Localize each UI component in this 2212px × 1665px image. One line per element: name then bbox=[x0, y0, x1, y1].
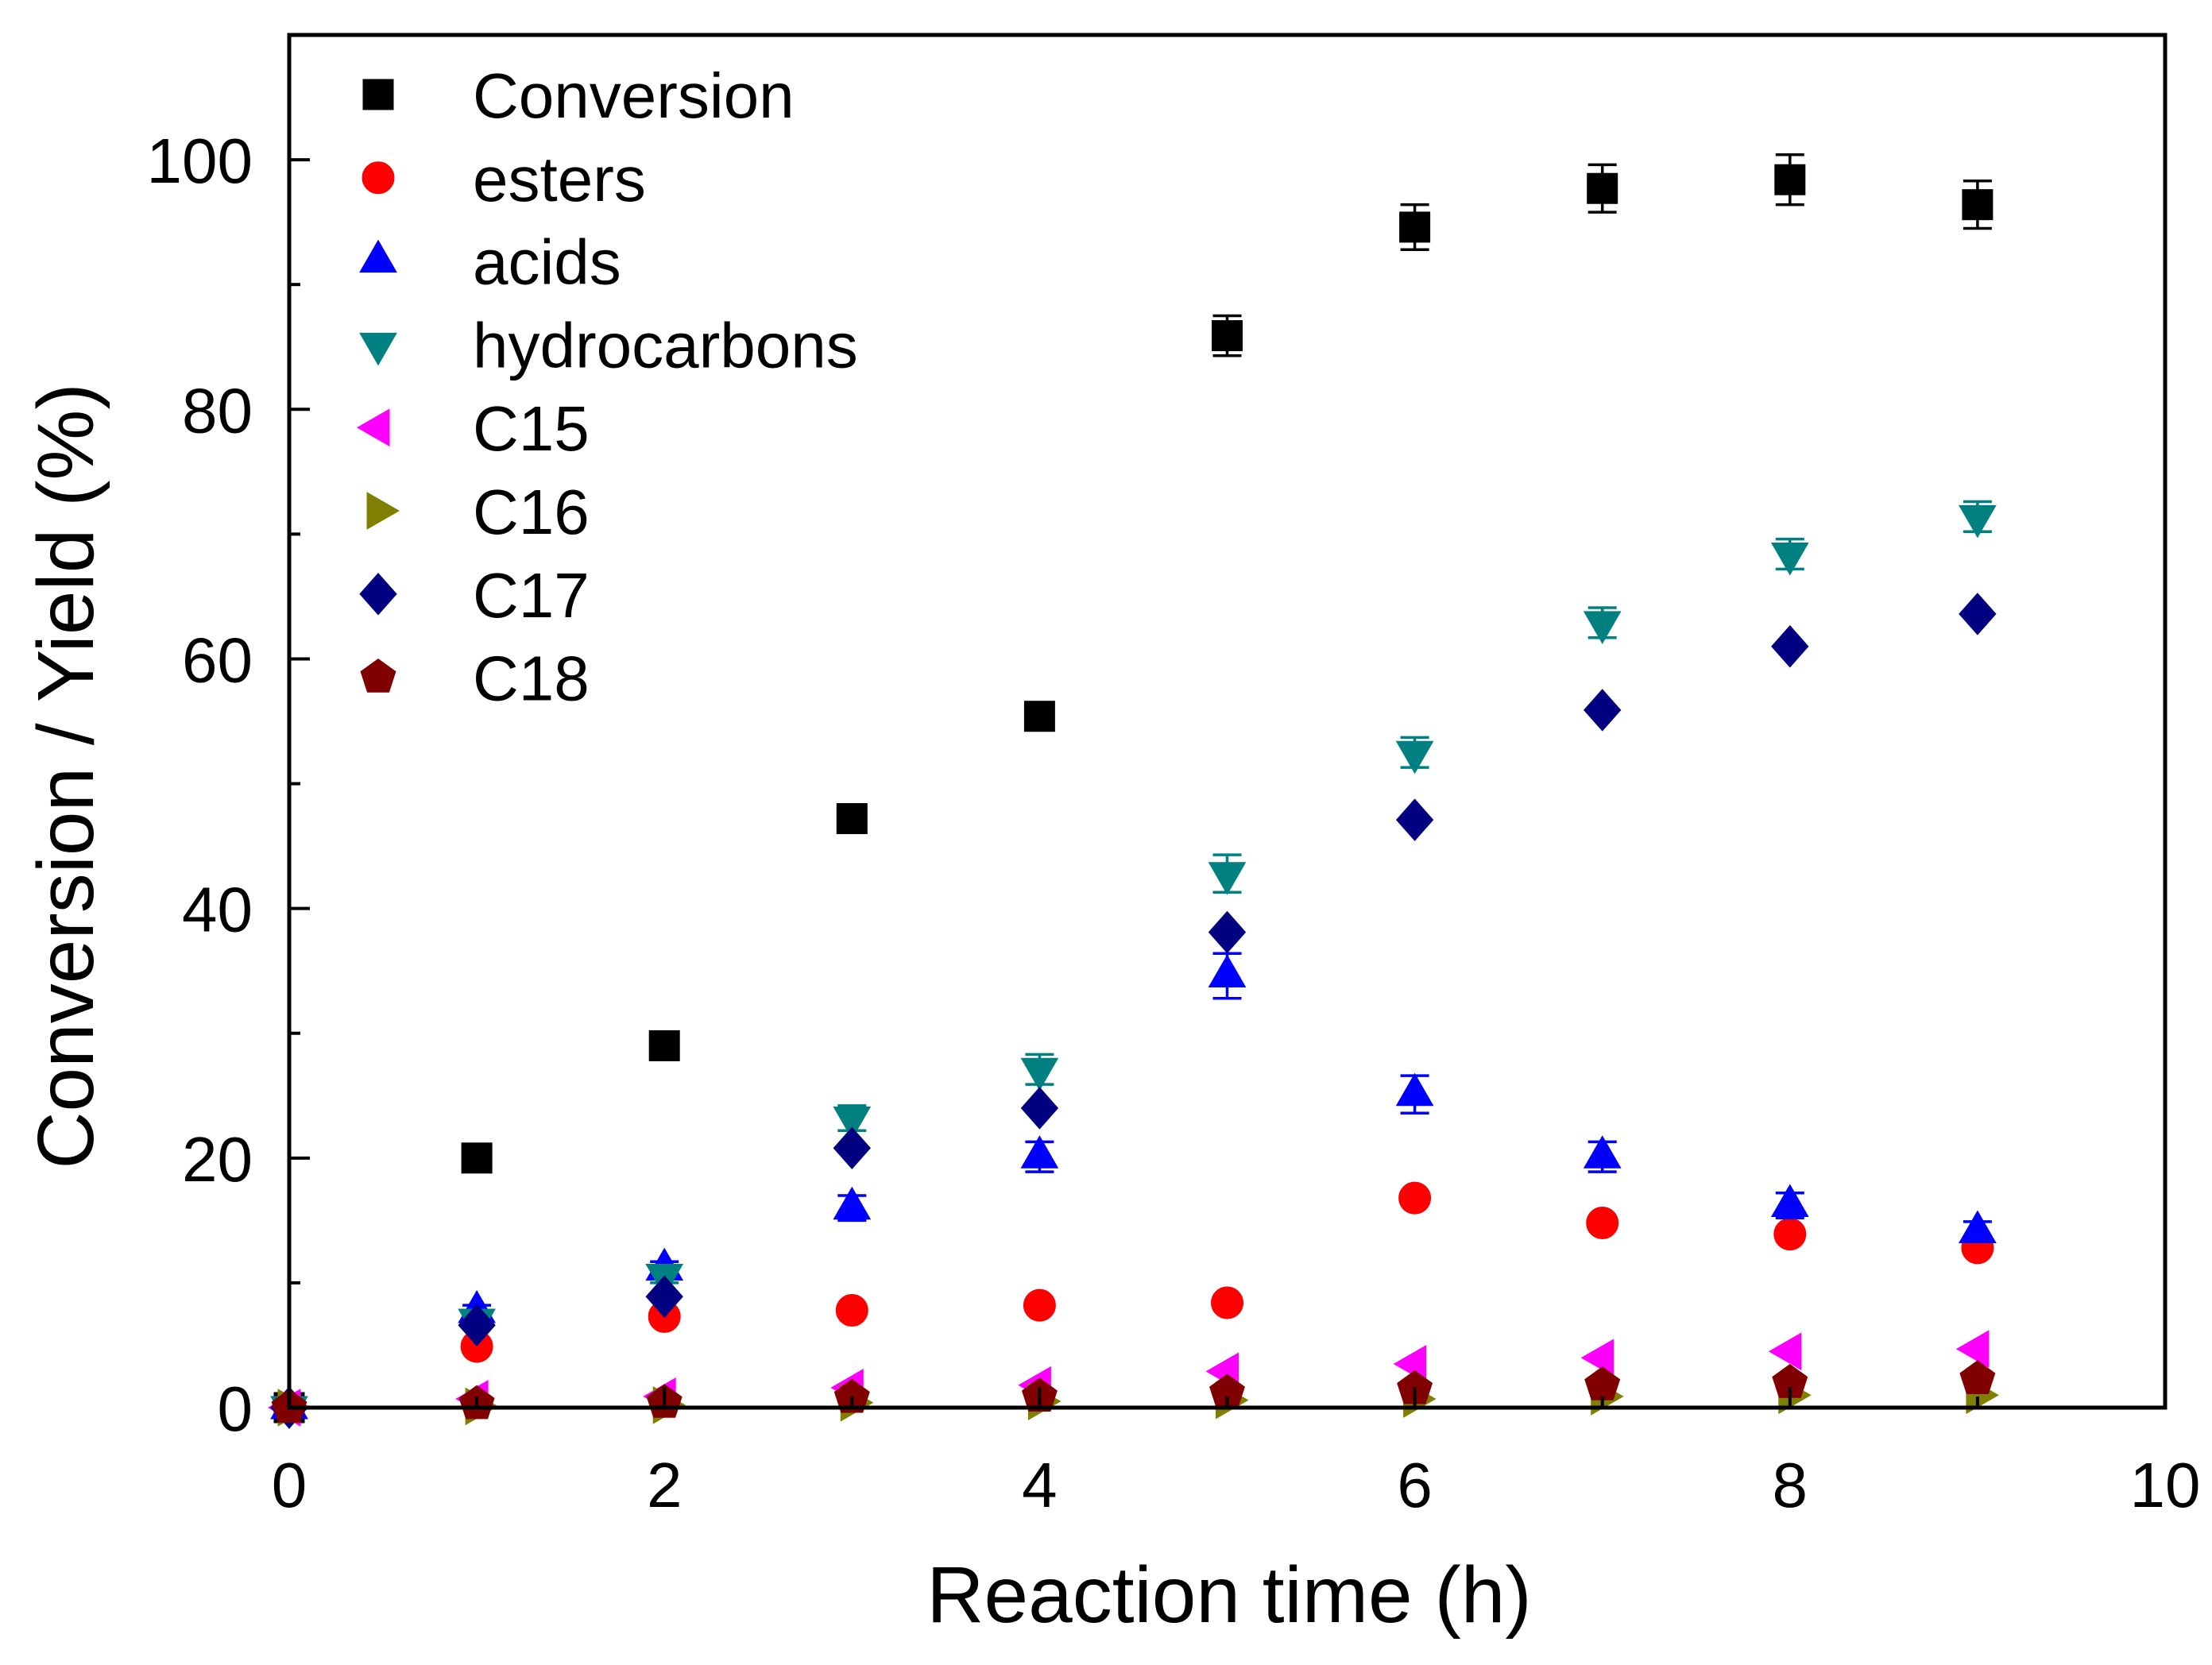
x-axis-label: Reaction time (h) bbox=[926, 1551, 1531, 1640]
y-tick-label: 40 bbox=[182, 875, 253, 945]
legend-entry-conversion: Conversion bbox=[362, 60, 795, 131]
c18-series bbox=[271, 1360, 1996, 1424]
acids-point bbox=[1208, 954, 1247, 987]
hydrocarbons-point bbox=[1770, 543, 1809, 576]
conversion-point bbox=[1399, 211, 1431, 243]
c17-point bbox=[833, 1126, 871, 1170]
hydrocarbons-point bbox=[1395, 740, 1434, 775]
c18-point bbox=[1959, 1360, 1996, 1394]
c17-point bbox=[1395, 798, 1434, 841]
x-tick-label: 10 bbox=[2130, 1450, 2201, 1520]
legend-c16-marker-icon bbox=[366, 492, 400, 530]
acids-point bbox=[1583, 1135, 1622, 1169]
legend: Conversion esters acids hydrocarbons C15 C16 C… bbox=[356, 60, 858, 714]
conversion-point bbox=[1212, 320, 1243, 352]
hydrocarbons-point bbox=[833, 1107, 872, 1140]
c15-point bbox=[1580, 1339, 1615, 1377]
legend-entry-acids: acids bbox=[359, 227, 621, 298]
legend-c17-label: C17 bbox=[473, 560, 590, 631]
conversion-point bbox=[1774, 164, 1806, 195]
y-tick-label: 0 bbox=[218, 1373, 253, 1444]
legend-c15-marker-icon bbox=[356, 408, 390, 447]
c17-point bbox=[1584, 689, 1622, 732]
conversion-point bbox=[1962, 189, 1994, 221]
esters-point bbox=[1773, 1218, 1807, 1251]
legend-c18-marker-icon bbox=[360, 658, 396, 693]
conversion-point bbox=[836, 803, 868, 835]
y-tick-label: 20 bbox=[182, 1124, 253, 1195]
c18-point bbox=[833, 1378, 870, 1413]
c17-point bbox=[645, 1275, 683, 1318]
c17-point bbox=[1208, 910, 1247, 954]
conversion-point bbox=[648, 1030, 680, 1061]
legend-entry-c16: C16 bbox=[366, 477, 590, 547]
hydrocarbons-point bbox=[1020, 1057, 1059, 1091]
c15-point bbox=[1955, 1330, 1990, 1369]
acids-point bbox=[833, 1186, 872, 1220]
legend-entry-c18: C18 bbox=[360, 643, 590, 714]
c17-point bbox=[1020, 1087, 1059, 1130]
legend-c17-marker-icon bbox=[359, 573, 397, 616]
esters-point bbox=[1398, 1181, 1432, 1215]
legend-entry-c15: C15 bbox=[356, 393, 590, 464]
y-tick-label: 80 bbox=[182, 375, 253, 446]
legend-c16-label: C16 bbox=[473, 477, 590, 547]
acids-point bbox=[1395, 1072, 1434, 1107]
axis-ticks bbox=[288, 158, 2167, 1409]
legend-hydrocarbons-label: hydrocarbons bbox=[473, 310, 858, 381]
esters-point bbox=[1023, 1288, 1056, 1322]
y-axis-label: Conversion / Yield (%) bbox=[21, 383, 110, 1169]
legend-acids-marker-icon bbox=[359, 239, 397, 273]
hydrocarbons-point bbox=[1208, 862, 1247, 895]
conversion-point bbox=[461, 1142, 493, 1174]
c17-point bbox=[458, 1304, 496, 1347]
esters-point bbox=[1211, 1286, 1243, 1319]
x-tick-label: 0 bbox=[272, 1450, 307, 1520]
esters-point bbox=[1586, 1207, 1619, 1240]
c17-series bbox=[270, 593, 1997, 1429]
legend-c15-label: C15 bbox=[473, 393, 590, 464]
conversion-series bbox=[273, 153, 1994, 1424]
acids-point bbox=[1770, 1184, 1809, 1217]
legend-entry-c17: C17 bbox=[359, 560, 590, 631]
conversion-point bbox=[1023, 701, 1055, 732]
legend-conversion-label: Conversion bbox=[473, 60, 795, 131]
conversion-point bbox=[1587, 172, 1618, 204]
c17-point bbox=[1959, 593, 1997, 635]
acids-point bbox=[1959, 1210, 1997, 1243]
legend-acids-label: acids bbox=[473, 227, 621, 298]
legend-hydrocarbons-marker-icon bbox=[359, 332, 397, 366]
c17-point bbox=[1771, 624, 1809, 668]
hydrocarbons-point bbox=[1583, 611, 1622, 644]
esters-point bbox=[835, 1293, 868, 1327]
x-tick-label: 8 bbox=[1773, 1450, 1808, 1520]
legend-esters-marker-icon bbox=[362, 161, 395, 195]
acids-point bbox=[1020, 1135, 1059, 1169]
legend-esters-label: esters bbox=[473, 144, 646, 214]
x-tick-label: 6 bbox=[1397, 1450, 1433, 1520]
legend-entry-hydrocarbons: hydrocarbons bbox=[359, 310, 858, 381]
y-tick-label: 100 bbox=[147, 126, 253, 196]
c15-point bbox=[1768, 1332, 1802, 1371]
legend-conversion-marker-icon bbox=[362, 79, 394, 110]
x-tick-label: 2 bbox=[647, 1450, 683, 1520]
y-tick-label: 60 bbox=[182, 624, 253, 695]
x-tick-label: 4 bbox=[1022, 1450, 1058, 1520]
legend-c18-label: C18 bbox=[473, 643, 590, 714]
hydrocarbons-point bbox=[1959, 504, 1997, 539]
data-series-layer bbox=[267, 153, 1999, 1430]
legend-entry-esters: esters bbox=[362, 144, 646, 214]
